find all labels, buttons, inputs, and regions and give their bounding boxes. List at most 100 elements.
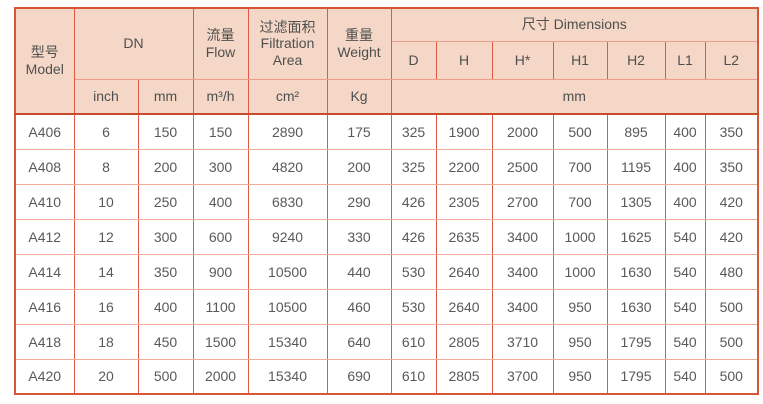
dn-inch-cell: 14 [73,253,139,290]
flow-cell: 2000 [192,358,249,395]
spec-table: 型号 Model DN 流量 Flow 过滤面积 Filtration Area… [14,7,760,395]
dim-h2-cell: 895 [606,113,666,150]
area-cell: 6830 [247,183,328,220]
dim-h1-cell: 500 [552,113,608,150]
unit-mm: mm [137,78,194,115]
dim-h-cell: 2640 [435,253,493,290]
dim-h2-cell: 1195 [606,148,666,185]
weight-cell: 175 [326,113,392,150]
dn-inch-cell: 18 [73,323,139,360]
dim-h-cell: 2640 [435,288,493,325]
dn-inch-cell: 12 [73,218,139,255]
dim-l1-cell: 540 [664,323,706,360]
dn-mm-cell: 400 [137,288,194,325]
dim-l2-cell: 350 [704,148,759,185]
flow-cell: 1500 [192,323,249,360]
header-dim-h1: H1 [552,40,608,80]
dn-inch-cell: 20 [73,358,139,395]
dim-h2-cell: 1305 [606,183,666,220]
dim-hstar-cell: 3710 [491,323,554,360]
dim-hstar-cell: 2500 [491,148,554,185]
model-cell: A416 [14,288,75,325]
header-filtration-area: 过滤面积 Filtration Area [247,7,328,80]
header-flow-en: Flow [205,43,236,60]
model-cell: A412 [14,218,75,255]
dim-h2-cell: 1630 [606,288,666,325]
table-row: A410 10 250 400 6830 290 426 2305 2700 700 1305 400… [14,183,759,220]
dim-hstar-cell: 3400 [491,288,554,325]
dim-h1-cell: 950 [552,323,608,360]
dn-mm-cell: 500 [137,358,194,395]
header-dim-h2: H2 [606,40,666,80]
dn-inch-cell: 8 [73,148,139,185]
dn-mm-cell: 300 [137,218,194,255]
table-row: A416 16 400 1100 10500 460 530 2640 3400 950 1630 5… [14,288,759,325]
flow-cell: 150 [192,113,249,150]
dim-h1-cell: 700 [552,148,608,185]
header-row-2: D H H* H1 H2 L1 L2 [15,40,759,80]
header-model-zh: 型号 [30,44,59,61]
area-cell: 15340 [247,358,328,395]
model-cell: A420 [14,358,75,395]
dim-l2-cell: 500 [704,323,759,360]
dim-d-cell: 426 [390,218,437,255]
area-cell: 9240 [247,218,328,255]
unit-inch: inch [73,78,139,115]
weight-cell: 440 [326,253,392,290]
dn-mm-cell: 200 [137,148,194,185]
unit-area: cm² [247,78,328,115]
flow-cell: 1100 [192,288,249,325]
dn-mm-cell: 350 [137,253,194,290]
model-cell: A406 [14,113,75,150]
header-dim-d: D [390,40,437,80]
dim-l2-cell: 350 [704,113,759,150]
weight-cell: 690 [326,358,392,395]
table-row: A412 12 300 600 9240 330 426 2635 3400 1000 1625 54… [14,218,759,255]
dim-h1-cell: 950 [552,288,608,325]
dim-d-cell: 426 [390,183,437,220]
header-flow-zh: 流量 [206,27,235,44]
dim-l2-cell: 500 [704,288,759,325]
header-row-1: 型号 Model DN 流量 Flow 过滤面积 Filtration Area… [14,7,759,115]
dim-l1-cell: 540 [664,253,706,290]
dn-mm-cell: 150 [137,113,194,150]
dim-l2-cell: 420 [704,218,759,255]
header-dn: DN [73,7,194,80]
dim-l1-cell: 540 [664,358,706,395]
dim-h1-cell: 700 [552,183,608,220]
area-cell: 10500 [247,288,328,325]
dim-l1-cell: 400 [664,183,706,220]
dn-inch-cell: 16 [73,288,139,325]
dim-h-cell: 1900 [435,113,493,150]
weight-cell: 460 [326,288,392,325]
dim-l1-cell: 540 [664,288,706,325]
dim-d-cell: 610 [390,323,437,360]
flow-cell: 400 [192,183,249,220]
model-cell: A414 [14,253,75,290]
header-weight-zh: 重量 [345,27,374,44]
dn-mm-cell: 450 [137,323,194,360]
weight-cell: 290 [326,183,392,220]
header-dim-l1: L1 [664,40,706,80]
model-cell: A410 [14,183,75,220]
weight-cell: 200 [326,148,392,185]
dim-h2-cell: 1795 [606,323,666,360]
header-area-zh: 过滤面积 [259,18,316,35]
header-area-en2: Area [272,52,303,68]
table-header: 型号 Model DN 流量 Flow 过滤面积 Filtration Area… [14,7,759,115]
table-row: A420 20 500 2000 15340 690 610 2805 3700 950 1795 5… [14,358,759,395]
table-body: A406 6 150 150 2890 175 325 1900 2000 500 895 400 35… [14,113,759,395]
area-cell: 4820 [247,148,328,185]
header-dim-h: H [435,40,493,80]
dn-inch-cell: 6 [73,113,139,150]
dim-l1-cell: 540 [664,218,706,255]
dim-d-cell: 530 [390,288,437,325]
table-row: A418 18 450 1500 15340 640 610 2805 3710 950 1795 5… [14,323,759,360]
table-row: A408 8 200 300 4820 200 325 2200 2500 700 1195 400 3… [14,148,759,185]
dim-h2-cell: 1795 [606,358,666,395]
dn-mm-cell: 250 [137,183,194,220]
dim-d-cell: 325 [390,113,437,150]
header-flow: 流量 Flow [192,7,249,80]
unit-flow: m³/h [192,78,249,115]
